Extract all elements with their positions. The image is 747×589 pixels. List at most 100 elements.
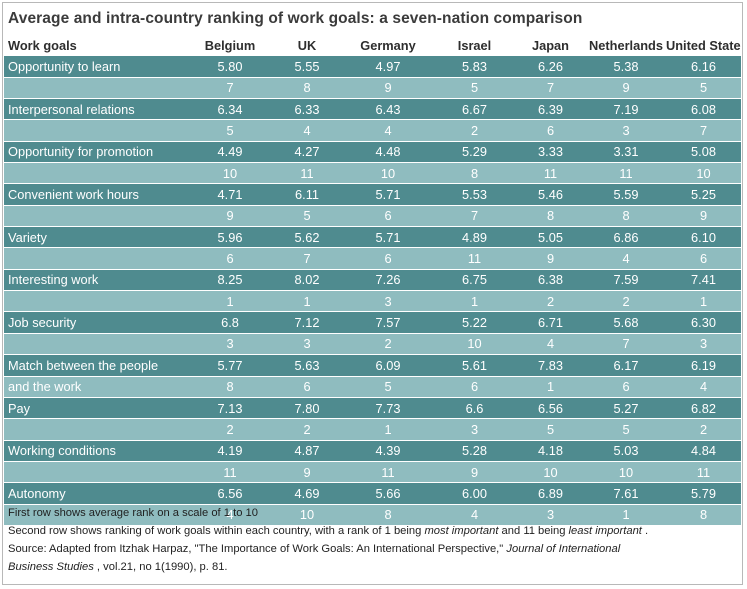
rank-value-cell: 3 <box>586 119 666 142</box>
header-row: Work goals Belgium UK Germany Israel Jap… <box>4 35 741 57</box>
average-value-cell: 7.59 <box>586 268 666 291</box>
goal-name-cell <box>4 460 188 483</box>
average-value-cell: 4.19 <box>188 439 272 462</box>
goal-name-cell <box>4 503 188 525</box>
source-text: Source: Adapted from Itzhak Harpaz, "The… <box>8 543 507 555</box>
average-value-cell: 6.34 <box>188 98 272 120</box>
rank-value-cell: 6 <box>586 375 666 398</box>
note-text: and 11 being <box>498 525 569 537</box>
average-value-cell: 6.56 <box>188 482 272 505</box>
rank-value-cell: 2 <box>666 418 741 441</box>
average-value-cell: 4.89 <box>434 226 515 248</box>
average-value-cell: 4.69 <box>272 482 342 505</box>
average-value-cell: 5.03 <box>586 439 666 462</box>
table-row: Opportunity to learn 5.80 5.55 4.97 5.83 6.26… <box>4 55 741 78</box>
rank-value-cell: 3 <box>272 332 342 355</box>
rank-value-cell: 11 <box>342 460 434 483</box>
rank-value-cell: 9 <box>188 204 272 227</box>
average-value-cell: 6.10 <box>666 226 741 248</box>
average-value-cell: 5.63 <box>272 354 342 376</box>
rank-value-cell: 3 <box>434 418 515 441</box>
goal-name-cell <box>4 162 188 184</box>
goal-name-cell: and the work <box>4 375 188 398</box>
table-row: Job security 6.8 7.12 7.57 5.22 6.71 5.68 6.30 <box>4 311 741 334</box>
average-value-cell: 8.02 <box>272 268 342 291</box>
column-header-country: United States <box>666 35 741 57</box>
goal-name-cell: Pay <box>4 396 188 419</box>
rank-value-cell: 4 <box>188 503 272 525</box>
rank-value-cell: 10 <box>188 162 272 184</box>
average-value-cell: 4.97 <box>342 55 434 78</box>
rank-value-cell: 8 <box>434 162 515 184</box>
rank-value-cell: 6 <box>434 375 515 398</box>
rank-value-cell: 4 <box>434 503 515 525</box>
average-value-cell: 6.33 <box>272 98 342 120</box>
average-value-cell: 5.59 <box>586 183 666 206</box>
table-title: Average and intra-country ranking of wor… <box>8 10 583 27</box>
average-value-cell: 7.61 <box>586 482 666 505</box>
rank-value-cell: 11 <box>272 162 342 184</box>
goal-name-cell <box>4 76 188 99</box>
goal-name-cell: Convenient work hours <box>4 183 188 206</box>
average-value-cell: 6.71 <box>515 311 586 334</box>
rank-value-cell: 9 <box>434 460 515 483</box>
average-value-cell: 5.79 <box>666 482 741 505</box>
note-text: Second row shows ranking of work goals w… <box>8 525 425 537</box>
average-value-cell: 5.28 <box>434 439 515 462</box>
average-value-cell: 7.73 <box>342 396 434 419</box>
rank-value-cell: 8 <box>515 204 586 227</box>
average-value-cell: 4.48 <box>342 140 434 163</box>
average-value-cell: 5.38 <box>586 55 666 78</box>
rank-value-cell: 8 <box>666 503 741 525</box>
rank-value-cell: 2 <box>188 418 272 441</box>
average-value-cell: 7.19 <box>586 98 666 120</box>
rank-value-cell: 6 <box>342 247 434 270</box>
average-value-cell: 6.16 <box>666 55 741 78</box>
rank-value-cell: 4 <box>272 119 342 142</box>
average-value-cell: 6.82 <box>666 396 741 419</box>
rank-value-cell: 1 <box>272 290 342 312</box>
average-value-cell: 6.56 <box>515 396 586 419</box>
rank-value-cell: 7 <box>666 119 741 142</box>
rank-value-cell: 2 <box>515 290 586 312</box>
rank-value-cell: 5 <box>515 418 586 441</box>
average-value-cell: 5.71 <box>342 226 434 248</box>
average-value-cell: 4.87 <box>272 439 342 462</box>
rank-value-cell: 10 <box>342 162 434 184</box>
average-value-cell: 6.19 <box>666 354 741 376</box>
rank-value-cell: 7 <box>515 76 586 99</box>
source-journal: Business Studies <box>8 561 94 573</box>
rank-value-cell: 11 <box>586 162 666 184</box>
rank-value-cell: 4 <box>342 119 434 142</box>
rank-value-cell: 11 <box>515 162 586 184</box>
note-line: Second row shows ranking of work goals w… <box>8 522 736 540</box>
average-value-cell: 3.33 <box>515 140 586 163</box>
rank-value-cell: 9 <box>515 247 586 270</box>
table-row: 4 10 8 4 3 1 8 <box>4 503 741 525</box>
goal-name-cell: Working conditions <box>4 439 188 462</box>
source-line: Source: Adapted from Itzhak Harpaz, "The… <box>8 540 736 558</box>
column-header-country: Japan <box>515 35 586 57</box>
average-value-cell: 8.25 <box>188 268 272 291</box>
table-row: Match between the people 5.77 5.63 6.09 5.61… <box>4 354 741 376</box>
average-value-cell: 5.96 <box>188 226 272 248</box>
goal-name-cell: Variety <box>4 226 188 248</box>
average-value-cell: 6.6 <box>434 396 515 419</box>
average-value-cell: 7.80 <box>272 396 342 419</box>
table-row: Interpersonal relations 6.34 6.33 6.43 6.67 6… <box>4 98 741 120</box>
rank-value-cell: 10 <box>666 162 741 184</box>
rank-value-cell: 8 <box>586 204 666 227</box>
rank-value-cell: 9 <box>342 76 434 99</box>
average-value-cell: 6.86 <box>586 226 666 248</box>
average-value-cell: 4.18 <box>515 439 586 462</box>
average-value-cell: 5.55 <box>272 55 342 78</box>
goal-name-cell: Autonomy <box>4 482 188 505</box>
note-emphasis: most important <box>424 525 499 537</box>
average-value-cell: 7.26 <box>342 268 434 291</box>
average-value-cell: 5.62 <box>272 226 342 248</box>
rank-value-cell: 8 <box>342 503 434 525</box>
rank-value-cell: 1 <box>342 418 434 441</box>
